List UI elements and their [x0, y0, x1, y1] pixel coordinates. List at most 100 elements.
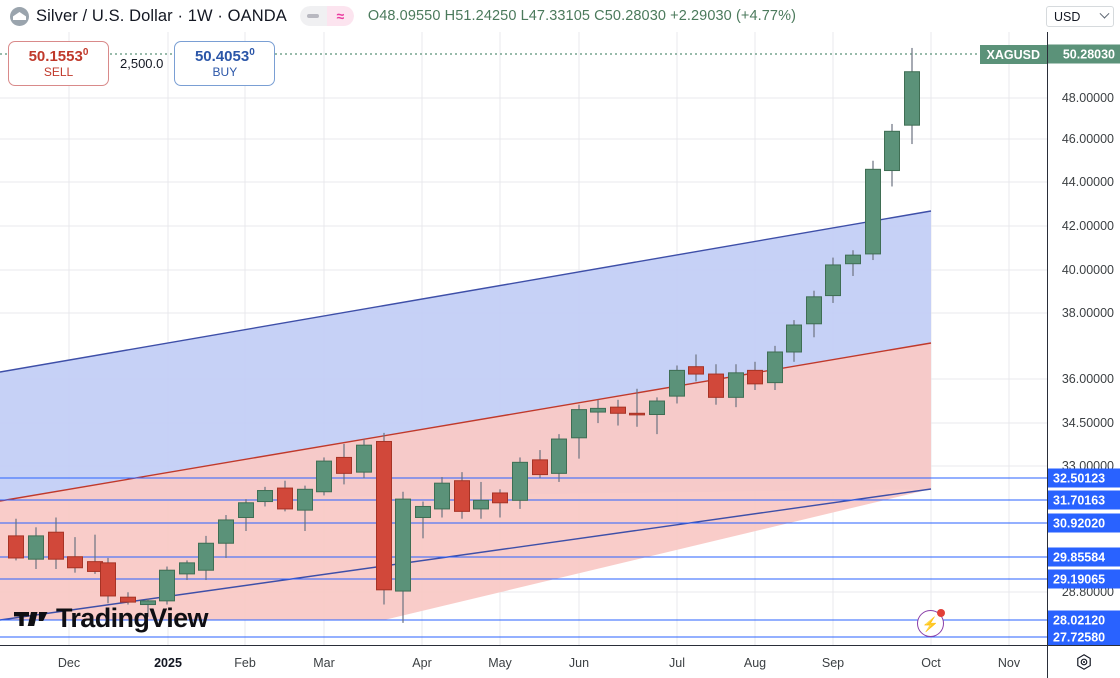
candlestick — [395, 491, 411, 623]
candlestick — [356, 439, 372, 479]
time-tick-label: Jun — [568, 656, 590, 670]
price-tick-label: 38.00000 — [1061, 306, 1114, 320]
buy-price: 50.40530 — [194, 46, 255, 65]
sell-price: 50.15530 — [28, 46, 89, 65]
sell-button[interactable]: 50.15530 SELL — [8, 41, 109, 86]
buy-label: BUY — [212, 65, 238, 80]
candlestick — [825, 257, 841, 303]
candlestick — [454, 472, 470, 519]
price-tick-label: 40.00000 — [1061, 263, 1114, 277]
price-tick-label: 42.00000 — [1061, 219, 1114, 233]
price-tick-label: 28.80000 — [1061, 585, 1114, 599]
candlestick — [257, 486, 273, 507]
candlestick — [28, 527, 44, 569]
time-tick-label: Feb — [234, 656, 256, 670]
candlestick — [120, 592, 136, 605]
candlestick — [277, 480, 293, 512]
candlestick — [159, 566, 175, 605]
chart-settings-button[interactable] — [1047, 645, 1120, 678]
alert-badge-dot — [937, 609, 945, 617]
alert-lightning-icon[interactable]: ⚡ — [917, 609, 945, 637]
time-tick-label: Nov — [997, 656, 1021, 670]
candlestick — [728, 364, 744, 408]
silver-logo-icon — [10, 6, 29, 26]
price-level-badge[interactable]: 31.70163 — [1048, 490, 1120, 510]
price-tick-label: 46.00000 — [1061, 132, 1114, 146]
time-tick-label: 2025 — [154, 656, 182, 670]
candlestick — [297, 485, 313, 531]
price-tick-label: 36.00000 — [1061, 372, 1114, 386]
time-tick-label: Oct — [921, 656, 941, 670]
candlestick — [669, 365, 685, 404]
candlestick — [904, 47, 920, 145]
candlestick — [845, 250, 861, 276]
sell-label: SELL — [43, 65, 74, 80]
candlestick — [629, 388, 645, 427]
price-tick-label: 48.00000 — [1061, 91, 1114, 105]
candlestick — [415, 501, 431, 539]
time-tick-label: Jul — [669, 656, 685, 670]
price-tick-label: 44.00000 — [1061, 175, 1114, 189]
candlestick — [551, 434, 567, 482]
candlestick — [198, 535, 214, 581]
price-tick-label: 34.50000 — [1061, 416, 1114, 430]
ohlc-values: O48.09550 H51.24250 L47.33105 C50.28030 … — [367, 8, 797, 24]
chart-style-toggle[interactable]: ≈ — [299, 6, 354, 26]
candlestick — [179, 560, 195, 581]
candlestick — [571, 404, 587, 459]
time-tick-label: Mar — [313, 656, 335, 670]
candlestick — [610, 399, 626, 426]
time-tick-label: Dec — [57, 656, 81, 670]
price-level-badge[interactable]: 29.85584 — [1048, 547, 1120, 567]
price-level-badge[interactable]: 29.19065 — [1048, 569, 1120, 589]
candlestick — [747, 361, 763, 390]
candlestick — [884, 123, 900, 187]
buy-button[interactable]: 50.40530 BUY — [174, 41, 276, 86]
currency-select[interactable]: USD — [1046, 6, 1114, 27]
candlestick — [100, 557, 116, 604]
wave-style-icon[interactable]: ≈ — [326, 6, 354, 26]
candlestick — [67, 537, 83, 573]
time-axis[interactable]: Dec 2025 Feb Mar Apr May Jun Jul Aug Sep Oct Nov — [0, 645, 1047, 678]
candlestick — [649, 397, 665, 435]
page-title[interactable]: Silver / U.S. Dollar · 1W · OANDA — [36, 6, 287, 25]
candlestick — [806, 290, 822, 338]
price-level-badge[interactable]: 30.92020 — [1048, 513, 1120, 533]
symbol-badge: XAGUSD — [979, 45, 1047, 64]
candlestick — [316, 457, 332, 496]
price-level-badge[interactable]: 28.02120 — [1048, 610, 1120, 630]
candlestick — [492, 489, 508, 518]
candlestick — [48, 517, 64, 569]
chart-plot-area[interactable]: XAGUSD — [0, 32, 1047, 645]
candlestick — [473, 481, 489, 519]
candlestick — [590, 399, 606, 424]
time-tick-label: Aug — [743, 656, 767, 670]
candlestick — [708, 364, 724, 405]
price-axis[interactable]: 48.00000 46.00000 44.00000 42.00000 40.00000… — [1047, 32, 1120, 647]
candlestick — [786, 320, 802, 362]
price-level-badge[interactable]: 32.50123 — [1048, 468, 1120, 488]
price-level-badge[interactable]: 27.72580 — [1048, 627, 1120, 647]
candlestick — [512, 457, 528, 509]
candlestick — [238, 499, 254, 531]
line-style-icon[interactable] — [299, 6, 327, 26]
chart-settings-icon — [1077, 654, 1091, 670]
candlestick — [8, 518, 24, 561]
candlestick — [532, 450, 548, 479]
candlestick — [434, 477, 450, 518]
candlestick — [140, 598, 156, 617]
candlestick — [376, 432, 392, 605]
candlestick — [688, 354, 704, 382]
currency-select-value: USD — [1054, 9, 1081, 24]
candlestick — [218, 515, 234, 558]
chevron-down-icon — [1099, 8, 1110, 19]
candlestick — [767, 345, 783, 390]
candlestick — [865, 160, 881, 261]
channel-lower-line — [0, 488, 932, 621]
time-tick-label: May — [488, 656, 512, 670]
chart-header: Silver / U.S. Dollar · 1W · OANDA ≈ O48.… — [0, 0, 1120, 32]
candlestick-chart — [0, 32, 1047, 645]
current-price-badge[interactable]: 50.28030 — [1048, 44, 1120, 64]
candlestick — [336, 443, 352, 485]
time-tick-label: Sep — [821, 656, 845, 670]
